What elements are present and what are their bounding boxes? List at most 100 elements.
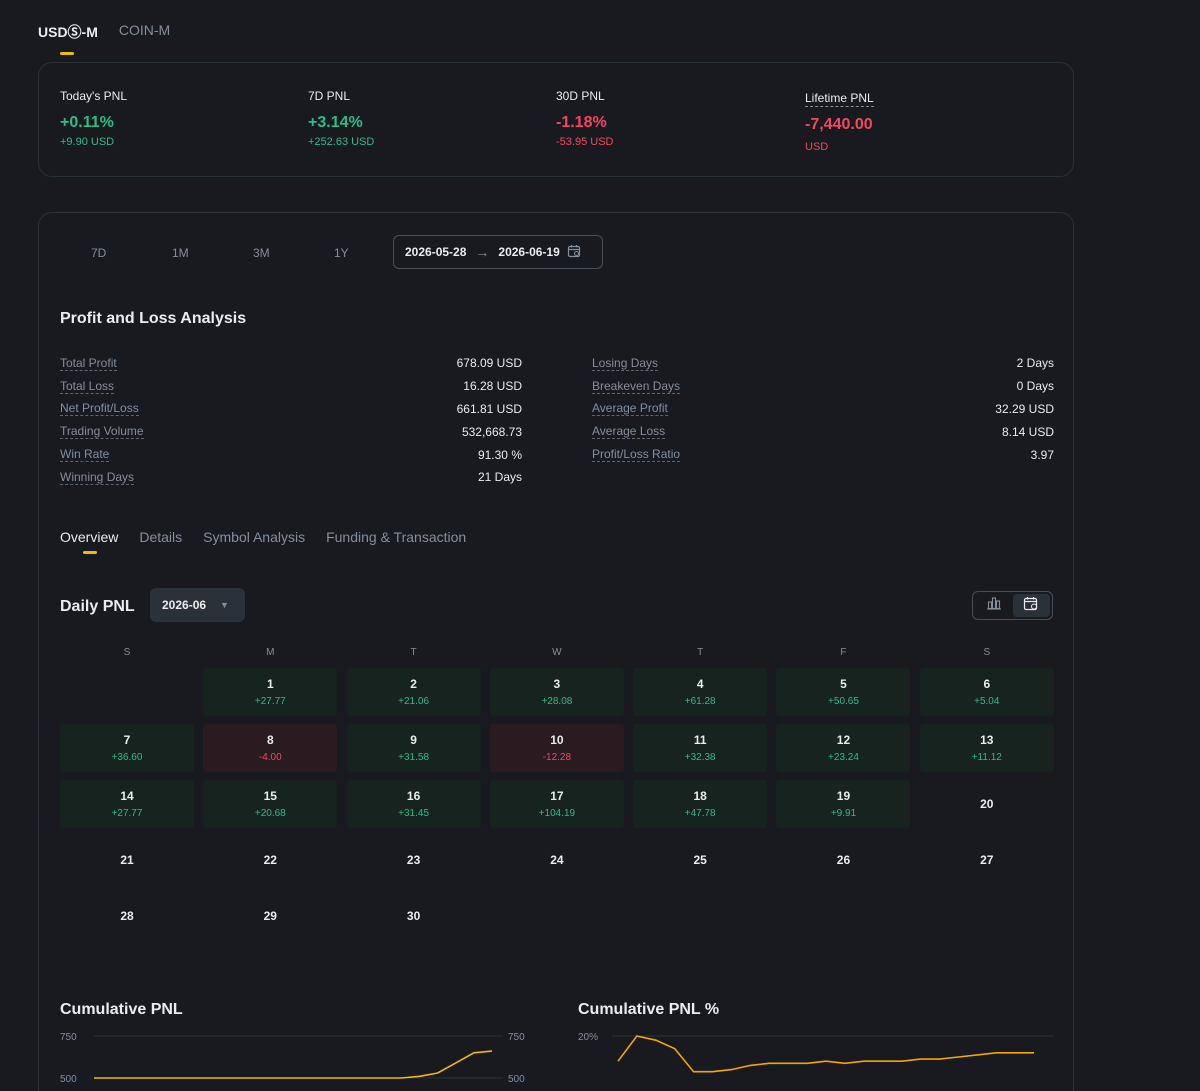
30d-pnl-usd: -53.95 USD (556, 136, 614, 148)
stat-losing-days: Losing Days 2 Days (592, 352, 1054, 375)
view-toggle (972, 591, 1053, 620)
calendar-day[interactable]: 28 (60, 892, 194, 940)
day-pnl-value: +20.68 (254, 808, 286, 819)
range-tab-3m[interactable]: 3M (253, 246, 270, 260)
calendar-view-button[interactable] (1012, 594, 1050, 617)
range-tab-1y[interactable]: 1Y (334, 246, 349, 260)
stat-value: 91.30 % (477, 447, 522, 462)
stat-label[interactable]: Total Loss (60, 378, 115, 394)
stat-value: 2 Days (1016, 356, 1054, 371)
calendar-day[interactable]: 29 (203, 892, 337, 940)
calendar-day[interactable]: 8 -4.00 (203, 724, 338, 772)
stat-label[interactable]: Win Rate (60, 447, 110, 463)
y-tick-label: 500 (60, 1074, 77, 1085)
today-pnl-label: Today's PNL (60, 89, 127, 103)
stat-label[interactable]: Average Profit (592, 401, 668, 417)
y-tick-label-right: 750 (508, 1033, 525, 1043)
day-number: 26 (836, 853, 851, 867)
calendar-day[interactable]: 30 (347, 892, 481, 940)
day-pnl-value: +27.77 (254, 696, 286, 707)
day-number: 29 (263, 909, 277, 923)
range-tabs: 7D 1M 3M 1Y (91, 246, 415, 260)
tab-funding-transaction[interactable]: Funding & Transaction (326, 529, 467, 545)
day-number: 7 (123, 733, 131, 747)
today-pnl-usd: +9.90 USD (60, 136, 115, 148)
stat-label[interactable]: Winning Days (60, 469, 135, 485)
market-tabs: USDⓈ-M COIN-M (38, 22, 171, 55)
y-tick-label: 20% (578, 1033, 598, 1043)
calendar-day[interactable]: 6 +5.04 (919, 668, 1054, 716)
30d-pnl: 30D PNL -1.18% -53.95 USD (556, 89, 613, 148)
calendar-day[interactable]: 2 +21.06 (346, 668, 481, 716)
calendar-day[interactable]: 5 +50.65 (776, 668, 911, 716)
stat-label[interactable]: Total Profit (60, 355, 117, 371)
range-tab-7d[interactable]: 7D (91, 246, 107, 260)
bar-chart-view-button[interactable] (975, 594, 1013, 617)
weekday-label: T (410, 647, 417, 658)
date-start: 2026-05-28 (405, 245, 467, 259)
7d-pnl-label: 7D PNL (308, 89, 351, 103)
day-number: 10 (550, 733, 564, 747)
calendar-day[interactable]: 23 (347, 836, 481, 884)
7d-pnl: 7D PNL +3.14% +252.63 USD (308, 89, 374, 148)
stat-label[interactable]: Profit/Loss Ratio (592, 447, 681, 463)
calendar-day[interactable]: 27 (920, 836, 1054, 884)
calendar-icon (567, 244, 581, 261)
lifetime-pnl-label[interactable]: Lifetime PNL (805, 91, 874, 107)
cumulative-pnl-chart: 750 750 500 500 (60, 1033, 525, 1085)
month-select[interactable]: 2026-06 ▼ (150, 588, 245, 622)
calendar-day[interactable]: 12 +23.24 (776, 724, 911, 772)
stat-average-loss: Average Loss 8.14 USD (592, 420, 1054, 443)
stat-winning-days: Winning Days 21 Days (60, 466, 522, 489)
calendar-day[interactable]: 18 +47.78 (633, 780, 768, 828)
tab-usds-m[interactable]: USDⓈ-M (38, 22, 98, 55)
calendar-day[interactable]: 7 +36.60 (60, 724, 194, 772)
stat-value: 16.28 USD (463, 379, 522, 394)
calendar-day[interactable]: 11 +32.38 (633, 724, 768, 772)
daily-pnl-calendar: 1 +27.77 2 +21.06 3 +28.08 4 +61.28 5 +50.65 6 +5.0… (60, 668, 1054, 940)
lifetime-pnl-unit: USD (805, 141, 829, 153)
cumulative-pnl-pct-chart: 20% (578, 1033, 1054, 1073)
day-pnl-value: +27.77 (111, 808, 143, 819)
day-pnl-value: +31.58 (398, 752, 430, 763)
stat-label[interactable]: Breakeven Days (592, 378, 681, 394)
stats-right: Losing Days 2 Days Breakeven Days 0 Days A… (592, 352, 1054, 466)
calendar-day[interactable]: 14 +27.77 (60, 780, 194, 828)
stat-value: 3.97 (1030, 447, 1054, 462)
tab-details[interactable]: Details (139, 529, 183, 545)
tab-symbol-analysis[interactable]: Symbol Analysis (203, 529, 306, 545)
day-pnl-value: +9.91 (830, 808, 857, 819)
day-number: 17 (550, 789, 564, 803)
calendar-day[interactable]: 17 +104.19 (489, 780, 624, 828)
calendar-day[interactable]: 22 (203, 836, 337, 884)
calendar-day[interactable]: 25 (633, 836, 767, 884)
range-tab-1m[interactable]: 1M (172, 246, 189, 260)
stat-label[interactable]: Net Profit/Loss (60, 401, 139, 417)
stat-label[interactable]: Trading Volume (60, 424, 144, 440)
7d-pnl-usd: +252.63 USD (308, 136, 375, 148)
calendar-day[interactable]: 9 +31.58 (346, 724, 481, 772)
weekday-label: W (552, 647, 562, 658)
calendar-day[interactable]: 24 (490, 836, 624, 884)
calendar-day[interactable]: 19 +9.91 (776, 780, 911, 828)
calendar-day[interactable]: 4 +61.28 (633, 668, 768, 716)
day-number: 9 (410, 733, 417, 747)
calendar-day[interactable]: 13 +11.12 (919, 724, 1054, 772)
calendar-day[interactable]: 3 +28.08 (489, 668, 624, 716)
weekday-label: M (266, 647, 275, 658)
stat-label[interactable]: Average Loss (592, 424, 666, 440)
calendar-day[interactable]: 26 (776, 836, 910, 884)
tab-overview[interactable]: Overview (60, 529, 119, 554)
calendar-day[interactable]: 1 +27.77 (203, 668, 338, 716)
calendar-day[interactable]: 10 -12.28 (489, 724, 624, 772)
date-range-picker[interactable]: 2026-05-28 → 2026-06-19 (393, 235, 603, 269)
stat-label[interactable]: Losing Days (592, 355, 659, 371)
calendar-day[interactable]: 16 +31.45 (346, 780, 481, 828)
calendar-day[interactable]: 21 (60, 836, 194, 884)
calendar-day[interactable]: 20 (920, 780, 1054, 828)
pnl-analysis-card: 7D 1M 3M 1Y 2026-05-28 → 2026-06-19 Prof… (38, 212, 1074, 1091)
stat-net-profit-loss: Net Profit/Loss 661.81 USD (60, 398, 522, 421)
tab-coin-m[interactable]: COIN-M (118, 22, 171, 38)
cumulative-pnl-title: Cumulative PNL (60, 1001, 183, 1018)
calendar-day[interactable]: 15 +20.68 (203, 780, 338, 828)
